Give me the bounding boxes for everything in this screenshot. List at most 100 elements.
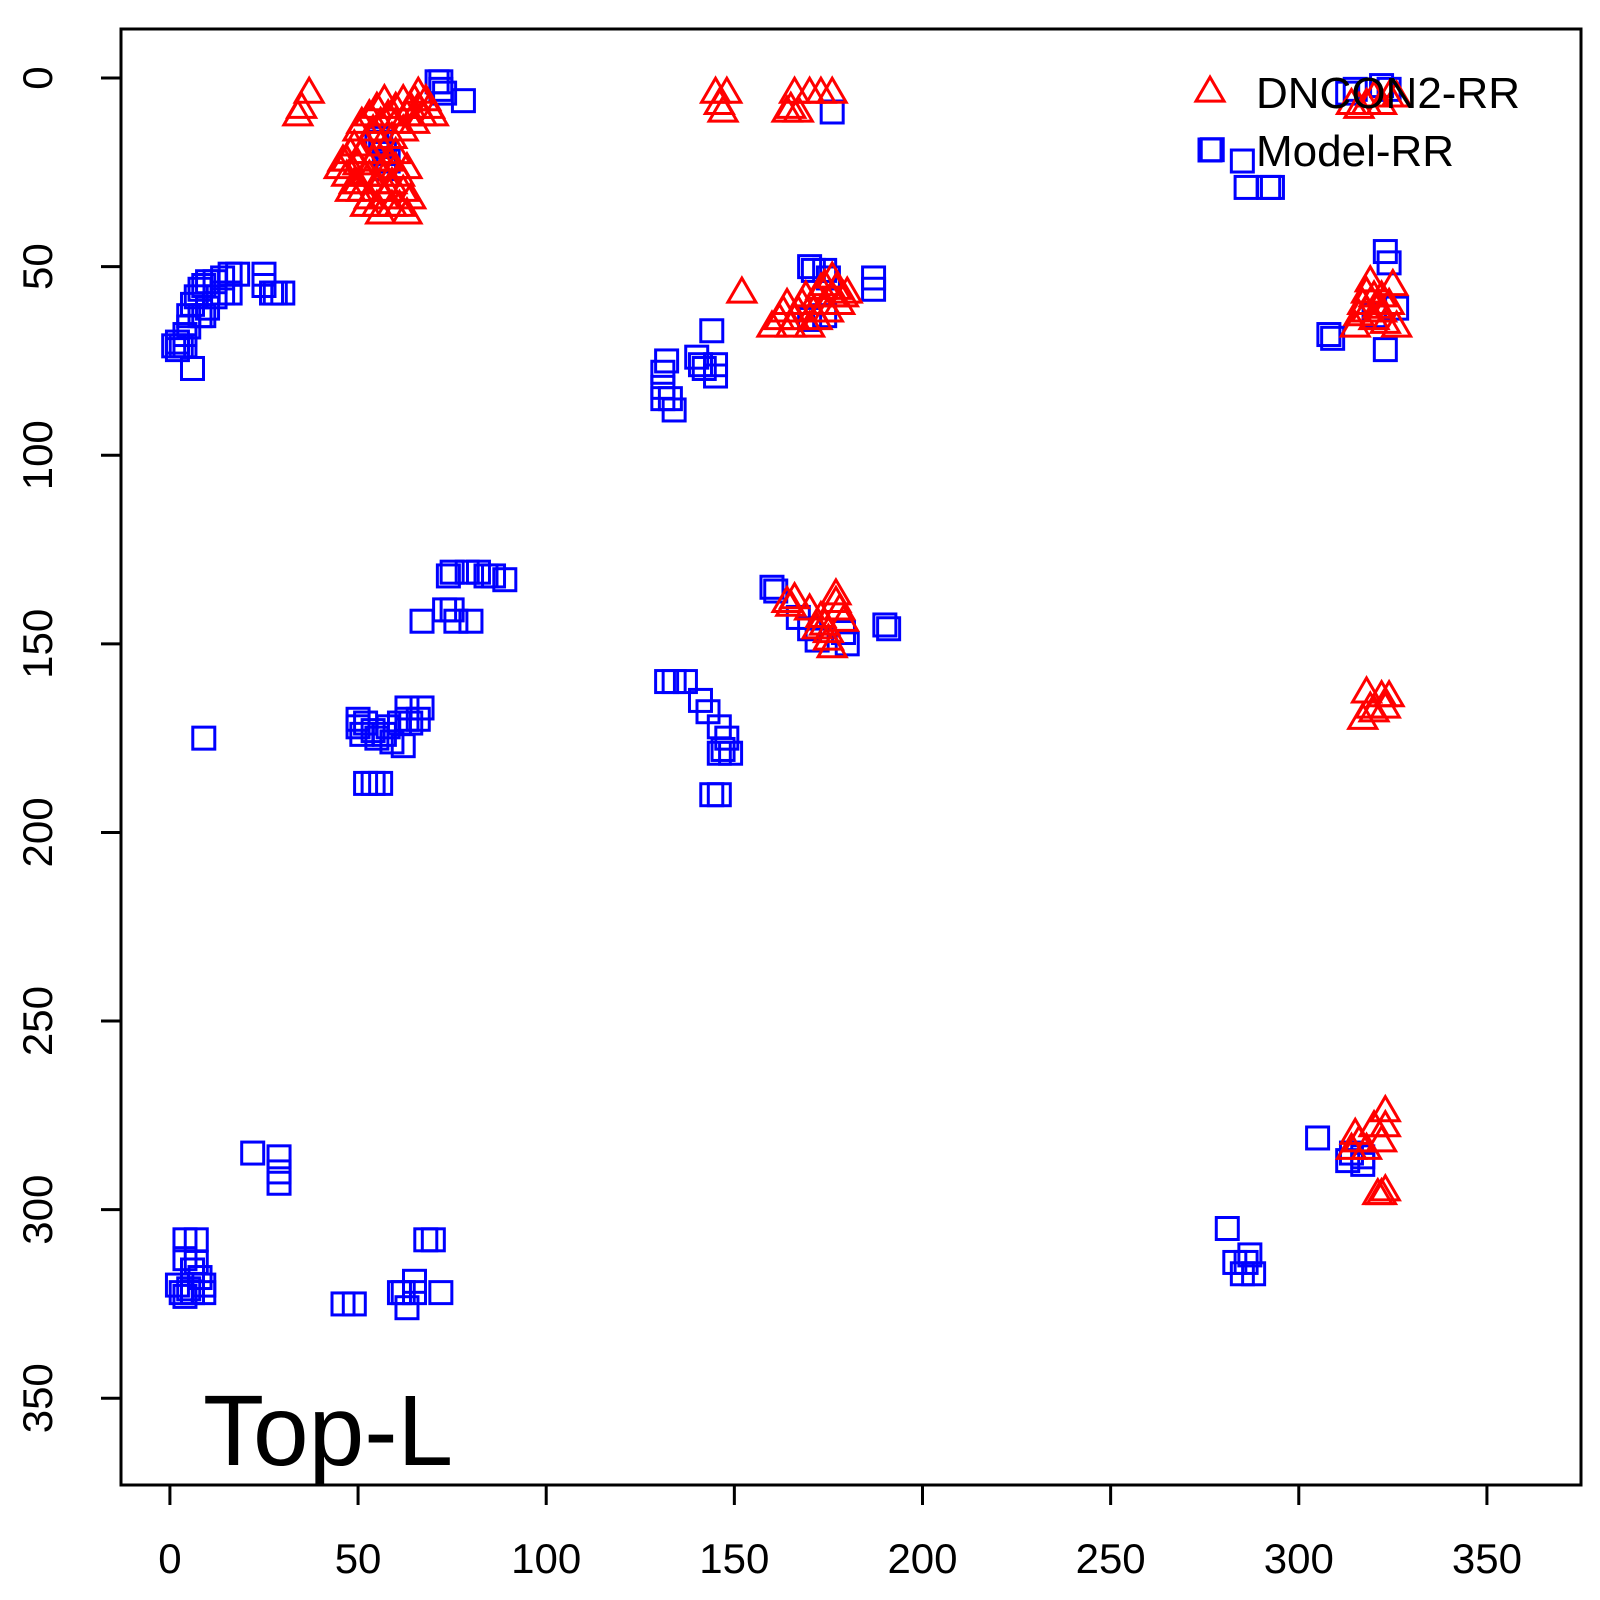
data-point-square xyxy=(710,736,736,762)
data-point-square xyxy=(718,740,744,766)
data-point-triangle xyxy=(706,94,740,123)
data-point-triangle xyxy=(755,309,789,338)
data-point-square xyxy=(759,574,785,600)
x-tick-label: 250 xyxy=(1076,1535,1146,1582)
data-point-square xyxy=(176,1276,202,1302)
y-tick-label: 50 xyxy=(14,243,61,290)
data-point-square xyxy=(172,1283,198,1309)
data-point-triangle xyxy=(792,309,827,338)
data-point-square xyxy=(172,333,198,359)
data-point-triangle xyxy=(292,75,326,104)
y-axis: 0 50 100 150 200 250 300 350 xyxy=(14,66,123,1433)
data-point-square xyxy=(706,782,732,808)
data-point-triangle xyxy=(348,188,383,217)
data-point-triangle xyxy=(725,275,759,304)
data-point-square xyxy=(409,695,435,721)
data-point-triangle xyxy=(815,629,849,659)
legend-label: DNCON2-RR xyxy=(1256,69,1520,118)
data-point-square xyxy=(699,318,725,344)
data-point-triangle xyxy=(333,173,368,202)
x-tick-label: 100 xyxy=(511,1535,581,1582)
plot-frame xyxy=(119,27,1583,1487)
data-point-square xyxy=(420,1227,446,1253)
data-point-square xyxy=(699,782,725,808)
x-tick-label: 200 xyxy=(887,1535,957,1582)
data-point-triangle xyxy=(352,158,386,187)
data-point-square xyxy=(191,1280,217,1306)
data-point-square xyxy=(409,608,435,634)
data-point-triangle xyxy=(371,143,405,172)
data-point-square xyxy=(360,770,386,796)
data-point-triangle xyxy=(1368,1108,1402,1138)
data-point-triangle xyxy=(341,165,375,195)
data-point-square xyxy=(1372,337,1398,363)
data-point-square xyxy=(402,1280,428,1306)
data-point-square xyxy=(861,276,887,302)
data-point-triangle xyxy=(1368,1093,1402,1123)
data-point-triangle xyxy=(710,75,744,104)
data-point-triangle xyxy=(1372,678,1406,708)
data-point-square xyxy=(266,1170,292,1196)
series-dncon2-rr xyxy=(281,75,1414,1206)
data-point-square xyxy=(191,725,217,751)
data-point-triangle xyxy=(285,90,319,119)
data-point-triangle xyxy=(811,294,846,323)
data-point-triangle xyxy=(416,97,450,127)
legend-square-icon xyxy=(1197,137,1223,163)
legend-item: DNCON2-RR xyxy=(1193,69,1520,118)
data-point-square xyxy=(458,608,484,634)
legend-item: Model-RR xyxy=(1197,127,1454,176)
data-point-triangle xyxy=(1368,1172,1402,1202)
y-tick-label: 150 xyxy=(14,609,61,679)
data-point-square xyxy=(492,567,518,593)
data-point-triangle xyxy=(371,173,405,202)
legend: DNCON2-RR Model-RR xyxy=(1193,69,1520,176)
data-point-square xyxy=(432,80,458,106)
data-point-triangle xyxy=(364,195,398,225)
data-point-square xyxy=(1237,1242,1263,1268)
data-point-triangle xyxy=(379,105,413,134)
data-point-square xyxy=(876,616,902,642)
y-tick-label: 250 xyxy=(14,986,61,1056)
data-point-triangle xyxy=(1372,286,1406,315)
data-point-square xyxy=(428,1280,454,1306)
y-tick-label: 350 xyxy=(14,1363,61,1433)
data-point-triangle xyxy=(815,260,849,289)
data-point-triangle xyxy=(1364,86,1399,116)
data-point-square xyxy=(394,1295,420,1321)
data-point-triangle xyxy=(394,180,428,210)
data-point-square xyxy=(266,1144,292,1170)
data-point-square xyxy=(210,265,236,291)
data-point-triangle xyxy=(401,75,435,104)
data-point-square xyxy=(1229,148,1255,174)
data-point-triangle xyxy=(815,75,849,104)
data-point-triangle xyxy=(1349,1131,1384,1160)
data-point-triangle xyxy=(781,94,815,123)
data-point-square xyxy=(450,88,476,114)
data-point-square xyxy=(819,99,845,125)
data-point-triangle xyxy=(800,301,834,331)
series-model-rr xyxy=(161,69,1410,1321)
data-point-square xyxy=(763,578,789,604)
data-point-triangle xyxy=(1376,267,1410,297)
data-point-square xyxy=(217,280,243,306)
data-point-square xyxy=(270,280,296,306)
data-point-triangle xyxy=(823,592,857,621)
data-point-triangle xyxy=(1349,294,1384,323)
x-axis: 0 50 100 150 200 250 300 350 xyxy=(158,1483,1522,1582)
data-point-triangle xyxy=(386,112,420,142)
data-point-square xyxy=(703,363,729,389)
data-point-square xyxy=(443,608,469,634)
data-point-square xyxy=(368,770,394,796)
data-point-square xyxy=(225,261,251,287)
data-point-triangle xyxy=(1342,1123,1376,1153)
x-tick-label: 50 xyxy=(335,1535,382,1582)
data-point-square xyxy=(872,612,898,638)
data-point-triangle xyxy=(1380,309,1414,338)
data-point-square xyxy=(353,770,379,796)
legend-label: Model-RR xyxy=(1256,127,1454,176)
data-point-triangle xyxy=(811,614,846,644)
data-point-triangle xyxy=(819,576,853,606)
data-point-triangle xyxy=(774,90,808,119)
data-point-triangle xyxy=(830,275,864,304)
